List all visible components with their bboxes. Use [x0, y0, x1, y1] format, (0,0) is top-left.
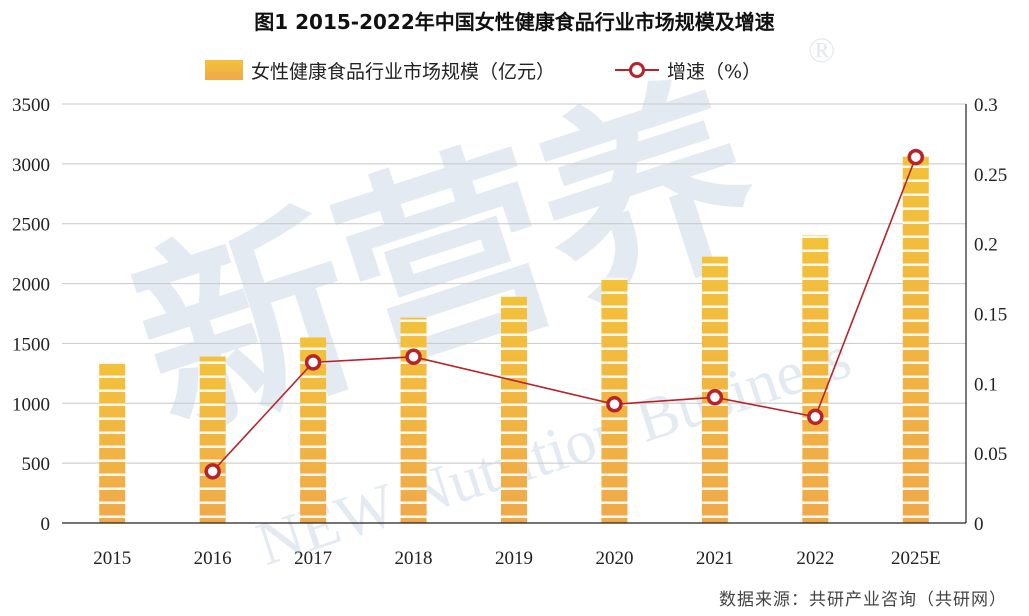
growth-point: [304, 354, 322, 371]
category-label: 2018: [395, 548, 433, 569]
left-tick-label: 3500: [12, 95, 50, 116]
bar-stripes: [802, 235, 829, 523]
legend-item-growth-rate: 增速（%）: [615, 57, 761, 84]
source-note: 数据来源：共研产业咨询（共研网）: [719, 590, 1007, 610]
left-tick-label: 3000: [12, 155, 50, 176]
category-label: 2016: [194, 548, 232, 569]
legend-bar-swatch: [205, 60, 243, 80]
growth-point: [204, 463, 221, 480]
legend-line-swatch: [615, 60, 660, 80]
category-label: 2015: [93, 548, 131, 569]
right-tick-label: 0.3: [974, 95, 998, 116]
legend-label-market-size: 女性健康食品行业市场规模（亿元）: [251, 60, 556, 83]
right-tick-label: 0.15: [974, 305, 1007, 326]
watermark-reg: ®: [808, 30, 835, 70]
category-label: 2019: [495, 548, 533, 569]
growth-point: [606, 396, 623, 413]
left-tick-label: 500: [22, 454, 51, 475]
bar-stripes: [400, 317, 427, 523]
growth-point: [405, 348, 422, 366]
right-tick-label: 0.2: [974, 235, 998, 256]
right-tick-label: 0: [974, 514, 984, 535]
growth-point: [807, 408, 824, 426]
axes: 0 500 1000 1500 2000 2500 3000 3500 0 0.05 0.1 0.15…: [12, 95, 1007, 569]
left-tick-label: 0: [41, 514, 51, 535]
category-label: 2025E: [891, 548, 941, 569]
category-label: 2022: [796, 548, 834, 569]
left-tick-label: 2000: [12, 275, 50, 296]
growth-point: [907, 148, 925, 166]
category-label: 2020: [595, 548, 633, 569]
right-tick-label: 0.05: [974, 444, 1007, 465]
bar-stripes: [199, 356, 226, 523]
chart-title: 图1 2015-2022年中国女性健康食品行业市场规模及增速: [254, 10, 775, 34]
legend-item-market-size: 女性健康食品行业市场规模（亿元）: [205, 57, 555, 84]
bar-stripes: [501, 296, 527, 523]
bar-stripes: [99, 362, 126, 523]
legend-label-growth-rate: 增速（%）: [667, 60, 762, 83]
growth-line: [204, 148, 925, 480]
growth-point: [706, 389, 724, 406]
right-tick-label: 0.25: [974, 165, 1007, 186]
left-tick-label: 2500: [12, 215, 50, 236]
category-label: 2017: [294, 548, 332, 569]
legend: 女性健康食品行业市场规模（亿元） 增速（%）: [205, 56, 821, 84]
category-label: 2021: [696, 548, 734, 569]
bar-stripes: [902, 156, 929, 523]
right-tick-label: 0.1: [974, 374, 998, 395]
left-tick-label: 1000: [12, 394, 50, 415]
left-tick-label: 1500: [12, 334, 50, 355]
